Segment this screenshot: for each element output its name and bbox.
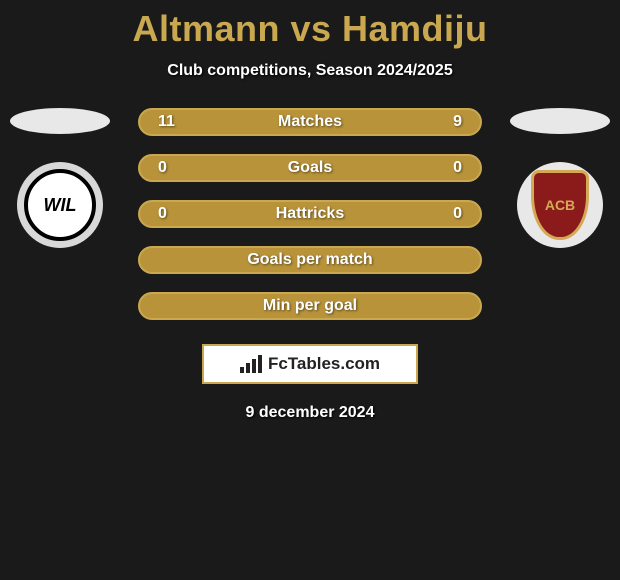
stat-pill: Goals per match xyxy=(138,246,482,274)
left-club-badge: WIL xyxy=(17,162,103,248)
root-container: Altmann vs Hamdiju Club competitions, Se… xyxy=(0,0,620,422)
right-player-oval xyxy=(510,108,610,134)
stat-label: Matches xyxy=(188,113,432,131)
stat-label: Goals per match xyxy=(188,251,432,269)
page-title: Altmann vs Hamdiju xyxy=(132,8,487,50)
right-club-badge: ACB xyxy=(517,162,603,248)
right-player-column: ACB xyxy=(500,108,620,248)
page-subtitle: Club competitions, Season 2024/2025 xyxy=(167,62,452,80)
brand-box[interactable]: FcTables.com xyxy=(202,344,418,384)
stat-pill: Min per goal xyxy=(138,292,482,320)
stat-label: Hattricks xyxy=(188,205,432,223)
stats-area: WIL 11Matches90Goals00Hattricks0Goals pe… xyxy=(0,108,620,320)
stat-pill: 0Goals0 xyxy=(138,154,482,182)
brand-label: FcTables.com xyxy=(268,354,380,374)
stat-label: Goals xyxy=(188,159,432,177)
left-club-text: WIL xyxy=(24,169,96,241)
stat-rows: 11Matches90Goals00Hattricks0Goals per ma… xyxy=(120,108,500,320)
stat-left-value: 0 xyxy=(158,159,188,177)
date-label: 9 december 2024 xyxy=(246,404,375,422)
stat-left-value: 11 xyxy=(158,113,188,131)
left-player-oval xyxy=(10,108,110,134)
stat-pill: 0Hattricks0 xyxy=(138,200,482,228)
bar-chart-icon xyxy=(240,355,262,373)
stat-pill: 11Matches9 xyxy=(138,108,482,136)
stat-right-value: 0 xyxy=(432,205,462,223)
stat-left-value: 0 xyxy=(158,205,188,223)
stat-right-value: 9 xyxy=(432,113,462,131)
stat-right-value: 0 xyxy=(432,159,462,177)
left-player-column: WIL xyxy=(0,108,120,248)
right-club-text: ACB xyxy=(531,170,589,240)
stat-label: Min per goal xyxy=(188,297,432,315)
